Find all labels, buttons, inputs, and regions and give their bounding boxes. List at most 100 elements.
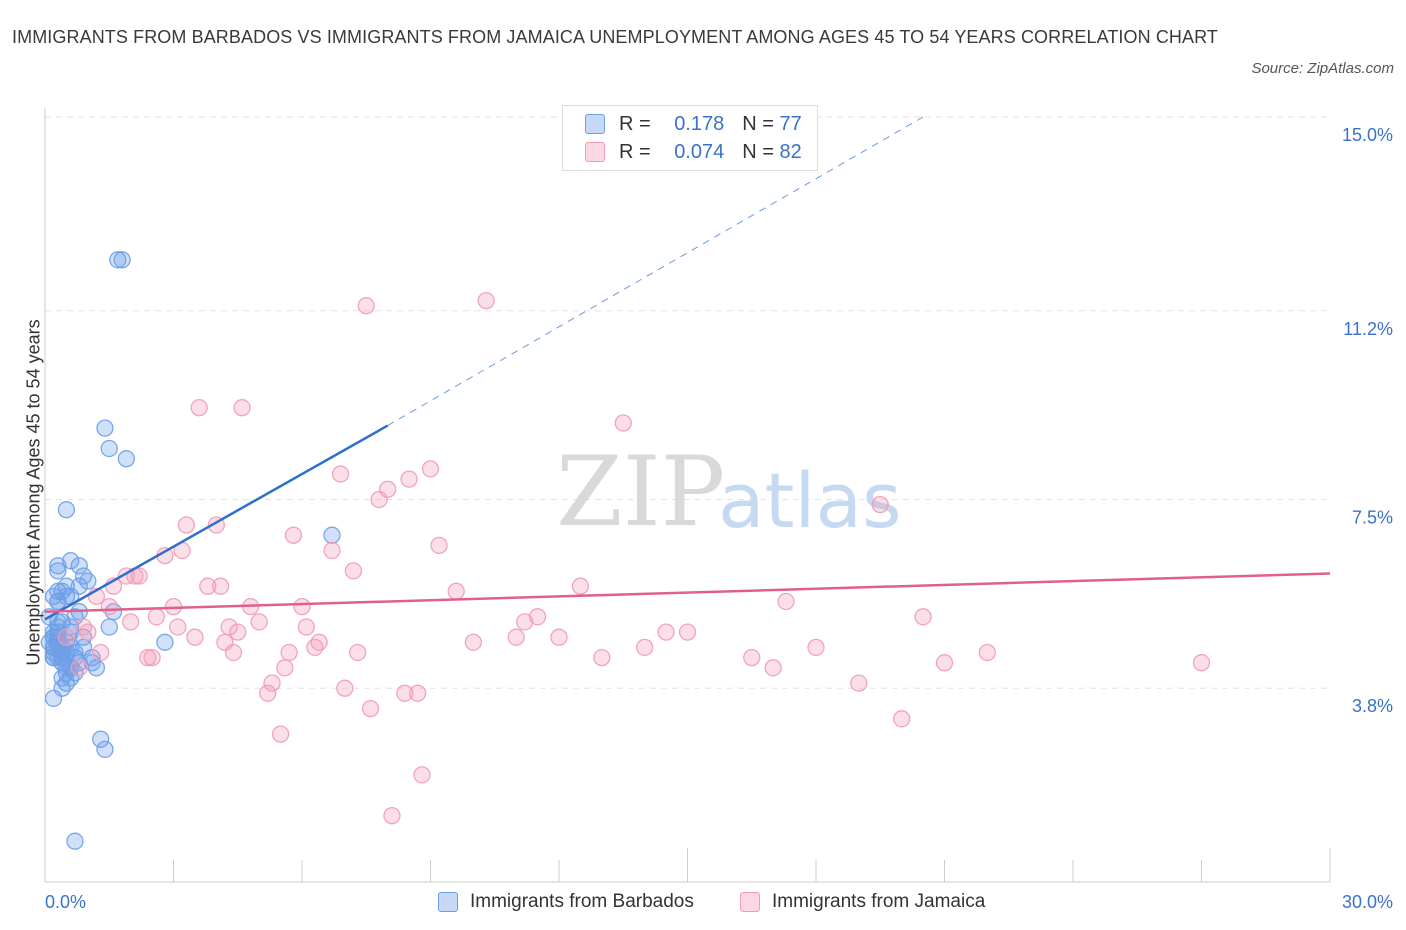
jamaica-point xyxy=(224,643,243,662)
barbados-point xyxy=(53,643,71,662)
jamaica-point xyxy=(421,460,440,478)
jamaica-point xyxy=(571,577,590,595)
barbados-point xyxy=(74,567,93,585)
y-tick-label: 15.0% xyxy=(1342,125,1393,145)
legend-r-label: R = xyxy=(619,140,651,163)
y-tick-labels: 3.8% 7.5% 11.2% 15.0% xyxy=(1342,125,1393,716)
jamaica-point xyxy=(250,613,268,631)
jamaica-point xyxy=(276,659,294,677)
jamaica-point xyxy=(92,643,110,662)
jamaica-point xyxy=(657,623,675,641)
jamaica-point xyxy=(143,648,161,667)
x-tick-label-min: 0.0% xyxy=(45,892,86,912)
barbados-point xyxy=(57,501,76,519)
legend-n-label: N = xyxy=(742,112,774,135)
jamaica-point xyxy=(550,628,568,646)
legend-r-label: R = xyxy=(619,112,651,135)
jamaica-point xyxy=(147,608,166,626)
x-tick-label-max: 30.0% xyxy=(1342,892,1393,912)
jamaica-point xyxy=(139,648,157,667)
bottom-legend-jamaica: Immigrants from Jamaica xyxy=(740,888,985,916)
legend-r-value: 0.074 xyxy=(674,140,725,163)
trend-lines xyxy=(44,116,1331,621)
jamaica-point xyxy=(807,638,825,657)
bottom-legend-label: Immigrants from Barbados xyxy=(470,891,694,912)
bottom-legend-barbados: Immigrants from Barbados xyxy=(438,888,694,916)
jamaica-point xyxy=(344,562,363,580)
jamaica-point xyxy=(850,674,868,692)
jamaica-point xyxy=(280,643,298,662)
jamaica-point xyxy=(400,470,418,488)
jamaica-point xyxy=(211,577,230,595)
jamaica-point xyxy=(914,608,932,626)
x-tick-labels: 0.0% 30.0% xyxy=(45,892,1393,912)
jamaica-point xyxy=(190,399,208,417)
jamaica-point xyxy=(430,536,448,555)
jamaica-point xyxy=(361,699,380,718)
jamaica-point xyxy=(893,710,911,728)
jamaica-point xyxy=(871,495,889,514)
jamaica-point xyxy=(263,674,281,692)
barbados-point xyxy=(109,251,127,269)
watermark: ZIP atlas xyxy=(556,436,902,548)
jamaica-point xyxy=(614,414,632,432)
y-tick-label: 11.2% xyxy=(1343,319,1393,339)
legend-n-value: 82 xyxy=(779,140,802,163)
jamaica-point xyxy=(464,633,482,651)
jamaica-point xyxy=(383,807,401,825)
legend-r-value: 0.178 xyxy=(674,112,725,135)
y-axis-label: Unemployment Among Ages 45 to 54 years xyxy=(23,319,44,666)
jamaica-point xyxy=(229,623,247,641)
jamaica-point xyxy=(297,618,315,636)
barbados-point xyxy=(96,740,114,759)
jamaica-point xyxy=(177,516,196,534)
jamaica-point xyxy=(74,618,93,636)
jamaica-point xyxy=(477,291,495,310)
correlation-legend: R = 0.178 N = 77 R = 0.074 N = 82 xyxy=(562,105,818,171)
jamaica-point xyxy=(323,541,341,560)
legend-n-value: 77 xyxy=(779,112,802,135)
jamaica-point xyxy=(271,725,290,743)
bottom-legend-swatch-jamaica xyxy=(740,892,760,912)
barbados-point xyxy=(49,557,67,575)
jamaica-point xyxy=(447,582,465,600)
jamaica-point xyxy=(408,684,427,702)
series-jamaica-points xyxy=(57,291,1211,825)
legend-swatch-jamaica xyxy=(585,142,605,162)
jamaica-point xyxy=(507,628,525,646)
jamaica-point xyxy=(528,608,547,626)
jamaica-point xyxy=(233,399,251,417)
barbados-point xyxy=(49,582,67,600)
jamaica-point xyxy=(220,618,238,636)
jamaica-point xyxy=(978,643,996,662)
jamaica-point xyxy=(57,628,76,646)
watermark-zip: ZIP xyxy=(556,436,725,548)
y-tick-label: 3.8% xyxy=(1352,696,1393,716)
chart-title: IMMIGRANTS FROM BARBADOS VS IMMIGRANTS F… xyxy=(12,27,1219,47)
jamaica-point xyxy=(349,643,367,662)
series-barbados-points xyxy=(40,251,341,850)
barbados-point xyxy=(117,450,136,468)
y-tick-label: 7.5% xyxy=(1352,508,1393,528)
watermark-atlas: atlas xyxy=(718,456,902,545)
barbados-point xyxy=(100,618,118,636)
barbados-point xyxy=(100,439,118,458)
legend-swatch-barbados xyxy=(585,114,605,134)
jamaica-point xyxy=(935,654,954,672)
jamaica-point xyxy=(678,623,697,641)
jamaica-point xyxy=(777,592,795,611)
barbados-point xyxy=(156,633,174,651)
barbados-point xyxy=(70,557,88,575)
barbados-point xyxy=(66,832,84,850)
jamaica-point xyxy=(199,577,217,595)
jamaica-point xyxy=(357,297,375,315)
bottom-legend-swatch-barbados xyxy=(438,892,458,912)
axes xyxy=(44,108,1331,883)
barbados-point xyxy=(62,552,80,570)
jamaica-point xyxy=(100,597,118,616)
jamaica-point xyxy=(764,659,782,677)
legend-row-barbados: R = 0.178 N = 77 xyxy=(585,110,802,138)
legend-row-jamaica: R = 0.074 N = 82 xyxy=(585,138,802,166)
jamaica-point xyxy=(122,613,140,631)
